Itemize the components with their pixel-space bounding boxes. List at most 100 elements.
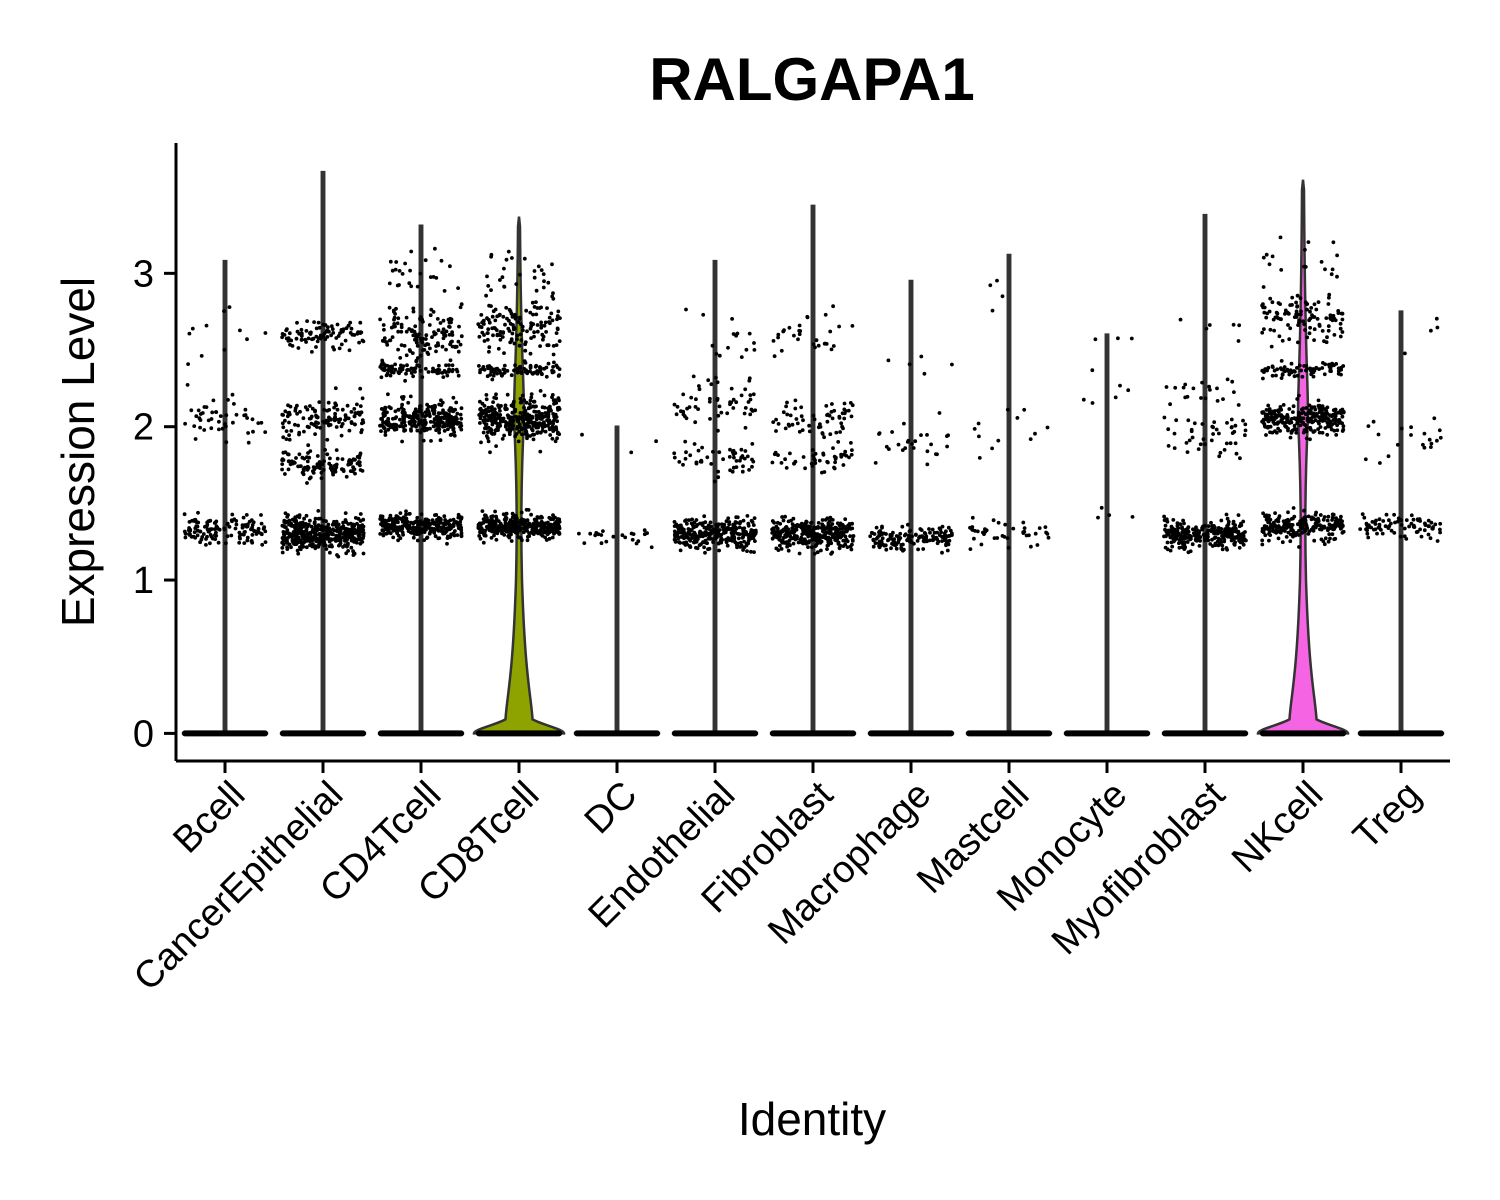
data-point (519, 369, 524, 374)
data-point (436, 525, 440, 530)
data-point (388, 259, 393, 264)
data-point (454, 400, 459, 405)
data-point (727, 522, 731, 527)
data-point (448, 518, 453, 523)
data-point (334, 519, 339, 524)
data-point (441, 318, 446, 323)
data-point (1267, 538, 1271, 543)
data-point (417, 406, 422, 411)
data-point (486, 526, 490, 530)
data-point (1317, 415, 1321, 420)
data-point (393, 312, 397, 316)
data-point (918, 534, 922, 539)
data-point (340, 467, 344, 472)
data-point (784, 466, 789, 470)
data-point (1267, 309, 1272, 314)
data-point (416, 522, 420, 527)
data-point (714, 375, 718, 380)
data-point (847, 455, 851, 460)
data-point (1280, 540, 1285, 545)
data-point (229, 533, 234, 538)
data-point (525, 538, 530, 543)
data-point (388, 422, 393, 427)
data-point (183, 535, 188, 540)
data-point (1316, 300, 1321, 304)
data-point (698, 459, 703, 464)
data-point (486, 409, 491, 414)
data-point (358, 512, 363, 516)
data-point (712, 479, 717, 484)
data-point (1433, 522, 1438, 527)
data-point (896, 534, 901, 539)
data-point (344, 551, 349, 556)
data-point (1435, 539, 1440, 543)
data-point (897, 538, 901, 542)
data-point (884, 444, 889, 449)
data-point (1386, 454, 1391, 459)
data-point (1438, 527, 1442, 532)
data-point (1300, 525, 1305, 530)
data-point (378, 532, 383, 536)
data-point (775, 526, 780, 531)
data-point (979, 542, 984, 547)
data-point (459, 416, 464, 421)
data-point (1272, 328, 1276, 333)
data-point (601, 529, 605, 533)
data-point (833, 460, 837, 465)
data-point (346, 462, 351, 467)
data-point (1310, 515, 1315, 520)
data-point (1325, 335, 1329, 340)
data-point (898, 531, 903, 536)
violin-layer (181, 170, 1445, 735)
data-point (1162, 415, 1167, 420)
data-point (823, 312, 828, 317)
data-point (404, 315, 409, 320)
data-point (1285, 414, 1290, 419)
data-point (557, 367, 562, 371)
data-point (1407, 524, 1411, 529)
data-point (510, 511, 515, 516)
data-point (1399, 523, 1404, 527)
data-point (519, 399, 524, 404)
data-point (332, 405, 336, 410)
data-point (732, 455, 736, 460)
data-point (1222, 539, 1227, 544)
data-point (792, 333, 796, 338)
data-point (208, 527, 213, 531)
data-point (1294, 315, 1299, 319)
data-point (313, 432, 317, 436)
data-point (421, 438, 426, 443)
data-point (426, 352, 431, 356)
data-point (928, 530, 932, 535)
data-point (534, 363, 539, 368)
data-point (351, 530, 355, 535)
data-point (427, 323, 432, 327)
data-point (809, 521, 813, 525)
data-point (1187, 438, 1192, 443)
data-point (1340, 330, 1345, 334)
data-point (746, 400, 751, 404)
data-point (1261, 511, 1265, 516)
data-point (538, 344, 542, 348)
violin-monocyte (1063, 333, 1151, 735)
data-point (551, 344, 556, 348)
data-point (1302, 264, 1306, 269)
data-point (1325, 518, 1330, 523)
data-point (389, 516, 394, 521)
data-point (527, 534, 532, 538)
data-point (1181, 385, 1186, 390)
data-point (700, 445, 704, 450)
data-point (1307, 331, 1312, 336)
data-point (337, 542, 342, 547)
data-point (384, 340, 389, 344)
data-point (512, 526, 517, 531)
data-point (302, 516, 306, 521)
data-point (500, 437, 505, 441)
data-point (693, 405, 698, 409)
data-point (1331, 240, 1336, 245)
data-point (1260, 410, 1265, 415)
data-point (509, 539, 514, 543)
data-point (970, 515, 975, 520)
data-point (1432, 416, 1437, 421)
data-point (355, 402, 359, 407)
